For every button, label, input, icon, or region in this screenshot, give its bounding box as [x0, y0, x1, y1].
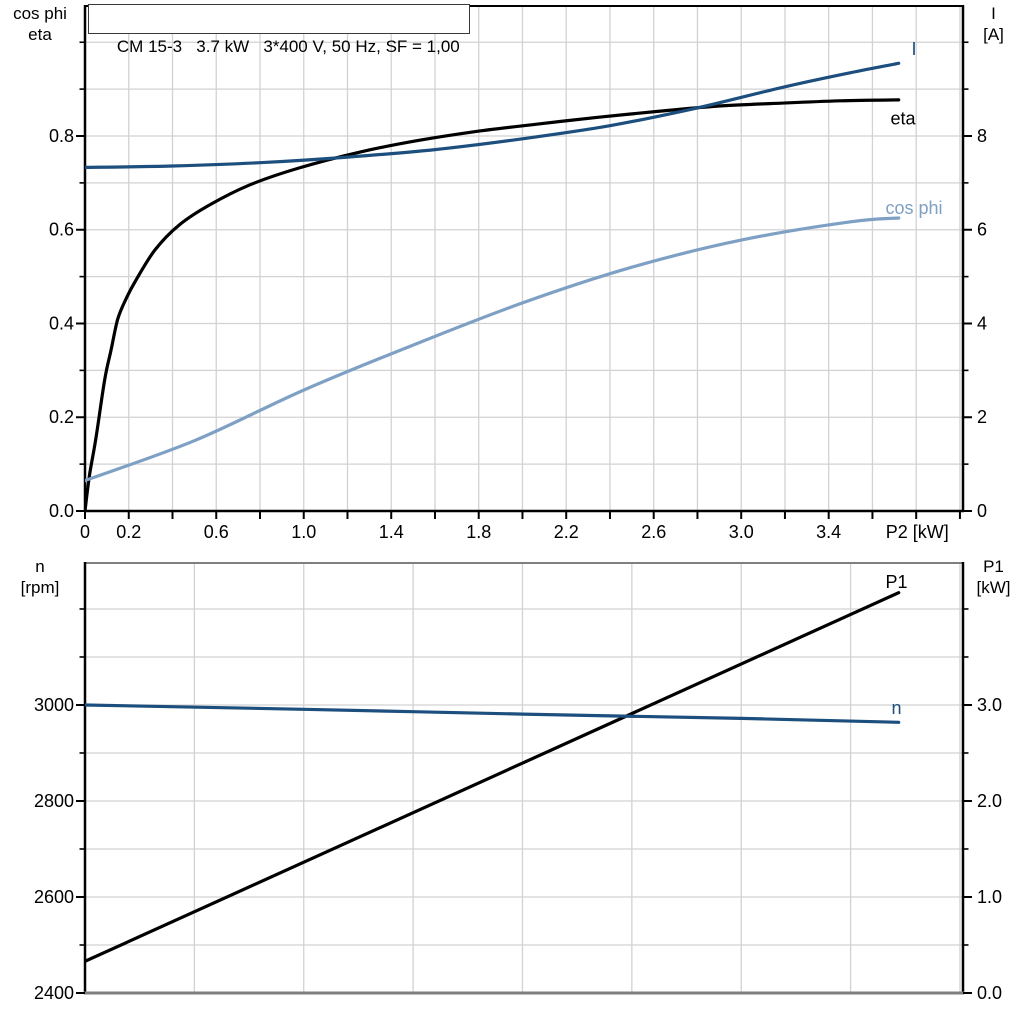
x-tick-label: 1.4	[379, 522, 404, 542]
axis-title-input-power: P1	[983, 557, 1004, 576]
y-right-tick-label: 6	[977, 220, 987, 240]
axis-title-cos-phi: cos phi	[13, 4, 67, 23]
x-tick-label: 1.0	[291, 522, 316, 542]
x-tick-label: 0	[80, 522, 90, 542]
x-tick-label: 2.6	[641, 522, 666, 542]
curve-I	[85, 61, 901, 169]
y-left-tick-label: 0.2	[49, 407, 74, 427]
x-tick-label: 0.2	[116, 522, 141, 542]
chart-title: CM 15-3 3.7 kW 3*400 V, 50 Hz, SF = 1,00	[116, 37, 460, 56]
y-left-tick-label: 3000	[34, 695, 74, 715]
y-left-tick-label: 0.6	[49, 220, 74, 240]
x-tick-label: 3.4	[816, 522, 841, 542]
axis-title-speed: n	[35, 557, 45, 576]
curve-label-I: I	[911, 39, 916, 59]
chart-speed-power-curves: 2400 2600 2800 3000 0.0 1.0 2.0 3.0 P1 n	[34, 562, 1002, 1003]
y-right-tick-label: 8	[977, 126, 987, 146]
curve-label-eta: eta	[891, 108, 917, 128]
chart-title-box: CM 15-3 3.7 kW 3*400 V, 50 Hz, SF = 1,00	[88, 4, 470, 56]
y-left-tick-label: 2800	[34, 791, 74, 811]
y-right-tick-label: 0.0	[977, 983, 1002, 1003]
y-left-tick-label: 0.4	[49, 313, 74, 333]
axis-title-bottom-right: P1 [kW]	[963, 556, 1024, 598]
x-tick-label: 3.0	[729, 522, 754, 542]
axis-title-current: I	[991, 4, 996, 23]
y-right-tick-label: 1.0	[977, 887, 1002, 907]
x-tick-label: 2.2	[554, 522, 579, 542]
chart-electrical-curves: 0 0.2 0.6 1.0 1.4 1.8 2.2 2.6 3.0 3.4 P2 [kW] 0.0 0.…	[49, 5, 987, 542]
axis-title-bottom-left: n [rpm]	[0, 556, 80, 598]
curve-label-cos-phi: cos phi	[885, 198, 942, 218]
x-tick-label: 0.6	[204, 522, 229, 542]
x-tick-label: 1.8	[466, 522, 491, 542]
x-tick-label: P2 [kW]	[886, 522, 949, 542]
y-right-tick-label: 2	[977, 407, 987, 427]
y-right-tick-label: 0	[977, 501, 987, 521]
axis-title-input-power-unit: [kW]	[976, 578, 1011, 597]
y-left-tick-label: 2400	[34, 983, 74, 1003]
y-left-tick-label: 0.8	[49, 126, 74, 146]
curve-P1	[85, 591, 901, 963]
y-left-tick-label: 2600	[34, 887, 74, 907]
curve-label-n: n	[891, 698, 901, 718]
axis-title-top-right: I [A]	[963, 3, 1024, 45]
y-right-tick-label: 4	[977, 313, 987, 333]
axis-title-eta: eta	[28, 25, 52, 44]
y-right-tick-label: 2.0	[977, 791, 1002, 811]
axis-title-current-unit: [A]	[983, 25, 1004, 44]
axis-title-speed-unit: [rpm]	[20, 578, 60, 597]
curve-n	[85, 703, 901, 724]
y-right-tick-label: 3.0	[977, 695, 1002, 715]
curve-label-P1: P1	[885, 572, 907, 592]
curve-eta	[85, 98, 901, 511]
y-left-tick-label: 0.0	[49, 501, 74, 521]
curve-cos-phi	[85, 216, 901, 483]
axis-title-top-left: cos phi eta	[0, 3, 80, 45]
